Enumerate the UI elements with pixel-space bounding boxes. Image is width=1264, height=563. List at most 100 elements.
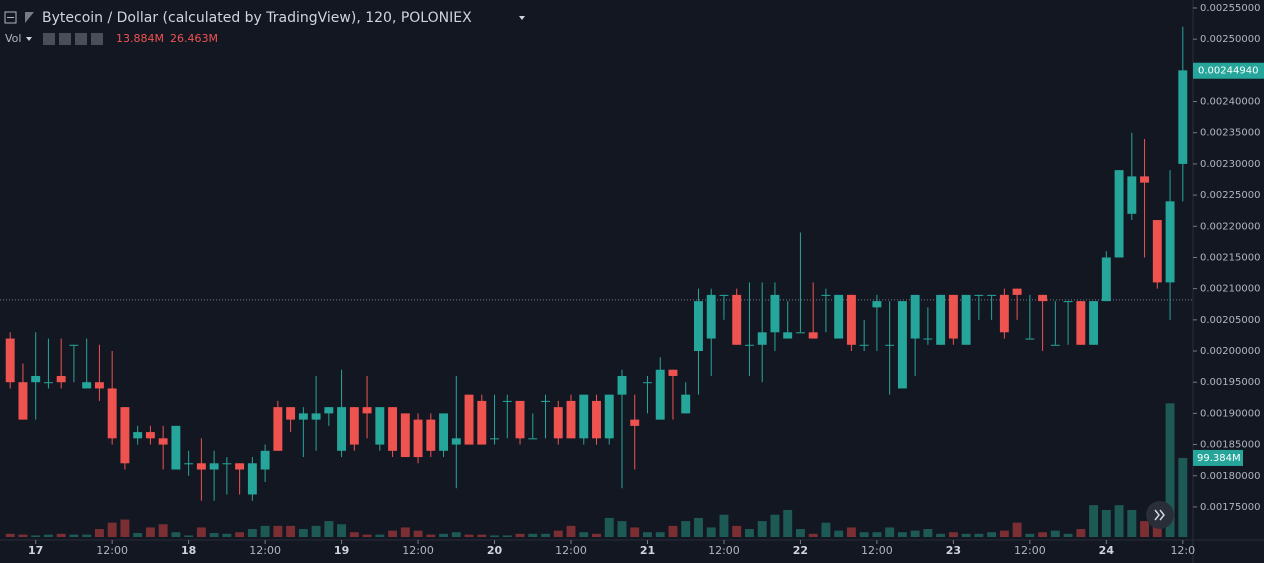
volume-bar <box>107 522 117 537</box>
scroll-button[interactable] <box>1146 501 1174 529</box>
volume-bar <box>5 533 15 537</box>
collapse-icon[interactable] <box>4 11 17 24</box>
candle-body <box>566 400 576 439</box>
volume-bar <box>94 529 104 537</box>
candle-body <box>133 432 143 439</box>
candle-body <box>451 438 461 445</box>
candle-body <box>923 338 933 340</box>
chart-title: Bytecoin / Dollar (calculated by Trading… <box>42 10 472 26</box>
volume-bar <box>133 533 143 537</box>
volume-bar <box>1089 505 1099 537</box>
volume-bar <box>694 517 703 537</box>
volume-bar <box>1165 403 1175 537</box>
candle-body <box>400 413 410 458</box>
candle-body <box>5 338 15 383</box>
volume-bar <box>43 534 53 537</box>
x-tick-label: 17 <box>28 544 43 557</box>
candle-body <box>439 413 449 451</box>
candle-body <box>999 294 1009 333</box>
y-tick-label: 0.00200000 <box>1200 346 1260 357</box>
candle-body <box>286 407 296 420</box>
candle-body <box>961 294 971 345</box>
candle-body <box>732 294 742 345</box>
candle-body <box>158 438 168 445</box>
volume-bar <box>1178 457 1188 537</box>
volume-bar <box>732 525 742 537</box>
volume-bar <box>757 521 767 537</box>
volume-bar <box>668 525 678 537</box>
last-volume-tag <box>1193 449 1243 466</box>
volume-bar <box>987 532 997 537</box>
volume-bar <box>502 535 512 537</box>
volume-bar <box>1140 521 1150 537</box>
candle-body <box>515 400 525 439</box>
candle-body <box>56 375 66 383</box>
volume-bar <box>273 525 283 537</box>
volume-bar <box>936 533 946 537</box>
symbol-icon <box>25 12 34 23</box>
candle-body <box>541 400 550 402</box>
x-tick-label: 18 <box>181 544 196 557</box>
candle-body <box>643 382 652 384</box>
volume-bar <box>706 527 716 537</box>
volume-bar <box>1063 533 1073 537</box>
volume-bar <box>681 521 691 537</box>
candle-body <box>1178 70 1188 164</box>
title-dropdown[interactable] <box>519 16 525 20</box>
x-tick-label: 12:00 <box>708 544 740 557</box>
candle-body <box>592 400 601 439</box>
candle-body <box>528 438 538 440</box>
settings-button[interactable] <box>59 33 71 45</box>
volume-bar <box>145 527 155 537</box>
remove-button[interactable] <box>91 33 103 45</box>
candle-body <box>490 438 499 440</box>
volume-bar <box>1127 509 1137 537</box>
x-tick-label: 20 <box>487 544 503 557</box>
candle-body <box>1165 201 1175 283</box>
eye-button[interactable] <box>43 33 55 45</box>
x-tick-label: 22 <box>793 544 808 557</box>
y-tick-label: 0.00215000 <box>1200 252 1260 263</box>
volume-bar <box>171 532 181 537</box>
candle-body <box>69 344 79 346</box>
volume-bar <box>362 534 372 537</box>
candle-body <box>655 369 665 420</box>
candle-body <box>18 382 28 420</box>
volume-bar <box>490 535 499 537</box>
candle-body <box>273 407 283 451</box>
volume-bar <box>566 525 576 537</box>
volume-bar <box>69 534 79 537</box>
candle-body <box>872 301 882 308</box>
candle-body <box>171 425 181 470</box>
volume-bar <box>592 533 601 537</box>
candle-body <box>617 375 627 395</box>
volume-bar <box>1050 530 1060 537</box>
scroll-icon <box>1154 509 1165 521</box>
volume-dropdown[interactable] <box>26 37 32 41</box>
volume-bar <box>388 530 398 537</box>
candle-body <box>974 294 984 296</box>
candle-body <box>719 294 729 296</box>
volume-bar <box>961 533 971 537</box>
candle-body <box>1089 301 1099 345</box>
candle-body <box>885 344 895 346</box>
volume-bar <box>630 527 640 537</box>
volume-bar <box>247 529 257 537</box>
y-tick-label: 0.00190000 <box>1200 408 1260 419</box>
candle-body <box>464 394 474 445</box>
volume-bar <box>1038 532 1048 537</box>
x-tick-label: 23 <box>946 544 961 557</box>
volume-bar <box>604 517 614 537</box>
candle-body <box>834 294 844 339</box>
more-button[interactable] <box>75 33 87 45</box>
candle-body <box>413 419 423 458</box>
y-tick-label: 0.00255000 <box>1200 3 1260 14</box>
last-price-tag <box>1193 62 1264 79</box>
candle-body <box>298 413 308 420</box>
volume-bar <box>451 532 461 537</box>
volume-bar <box>31 535 41 537</box>
volume-bar <box>1114 505 1124 537</box>
volume-bar <box>770 514 780 537</box>
candle-body <box>375 407 385 445</box>
